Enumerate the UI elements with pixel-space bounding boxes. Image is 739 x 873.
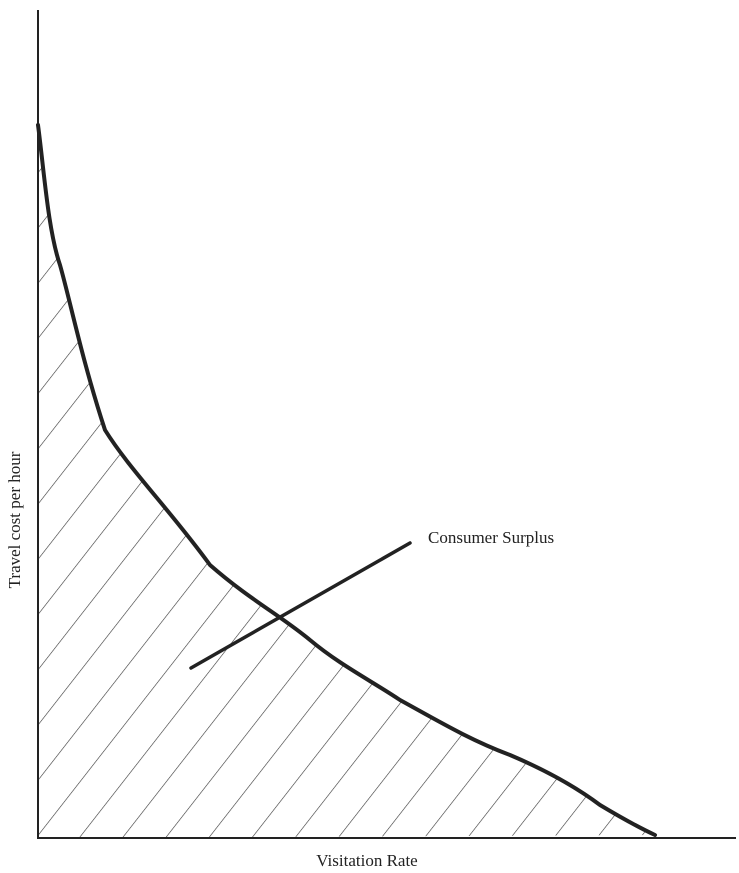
y-axis-label: Travel cost per hour xyxy=(5,451,24,588)
annotation-label: Consumer Surplus xyxy=(428,528,554,547)
leader-line xyxy=(189,541,412,670)
x-axis-label: Visitation Rate xyxy=(316,851,417,870)
